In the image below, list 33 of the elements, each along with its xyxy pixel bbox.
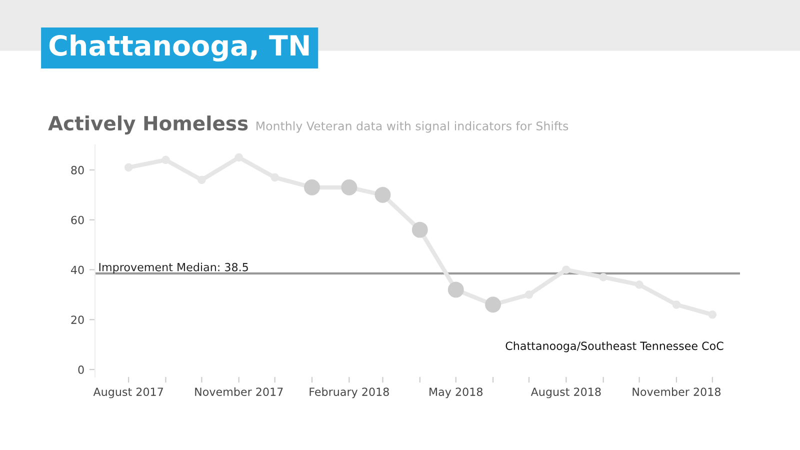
x-tick-label: November 2017: [195, 387, 283, 396]
point: [341, 179, 358, 196]
point: [124, 163, 133, 172]
y-tick-label: 0: [78, 365, 84, 374]
point: [635, 280, 644, 289]
x-tick-label: February 2018: [310, 387, 389, 398]
point: [270, 173, 279, 182]
point: [485, 296, 502, 313]
y-tick-label: 20: [71, 316, 84, 324]
ref-line-label: Improvement Median: 38.5: [99, 262, 248, 274]
text: Monthly Veteran data with signal indicators for Shifts: [256, 121, 568, 133]
point: [599, 273, 608, 282]
point: [708, 310, 717, 319]
point: [524, 290, 534, 299]
point: [198, 176, 206, 184]
x-tick-label: August 2017: [93, 388, 163, 398]
point: [562, 266, 570, 274]
point: [374, 186, 391, 203]
chart-subtitle: Actively Homeless: [48, 116, 248, 134]
annotation: Chattanooga/Southeast Tennessee CoC: [506, 341, 724, 352]
chart-title: Chattanooga, TN: [49, 34, 309, 62]
y-tick-label: 60: [71, 216, 84, 224]
x-tick-label: May 2018: [430, 388, 482, 398]
point: [234, 153, 244, 162]
point: [162, 156, 170, 164]
y-tick-label: 80: [71, 166, 84, 174]
point: [672, 300, 681, 309]
point: [304, 179, 320, 196]
point: [412, 222, 428, 238]
x-tick-label: November 2018: [632, 387, 720, 396]
point: [448, 282, 464, 298]
x-tick-label: August 2018: [530, 388, 601, 398]
y-tick-label: 40: [70, 266, 84, 274]
